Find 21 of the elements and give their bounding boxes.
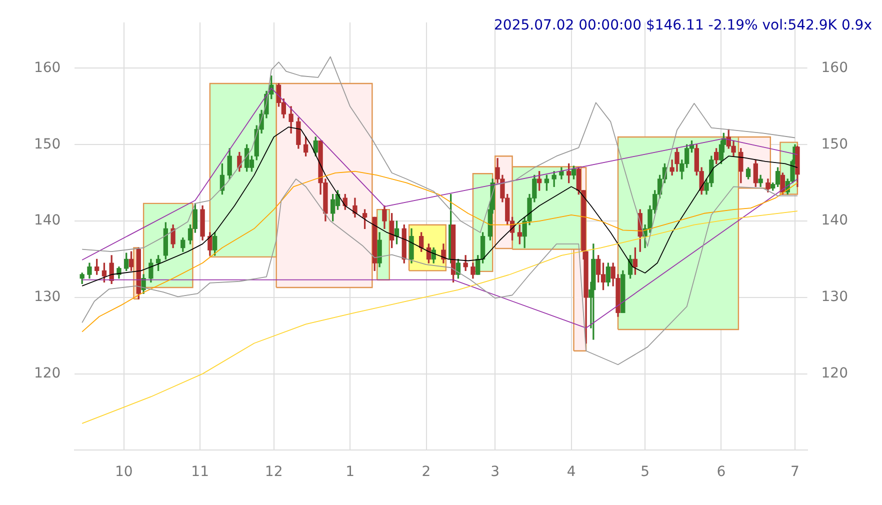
- x-tick-label: 2: [422, 464, 431, 480]
- x-tick-label: 5: [640, 464, 650, 480]
- x-tick-label: 10: [114, 464, 133, 480]
- x-tick-label: 11: [191, 464, 210, 480]
- x-tick-label: 1: [346, 464, 355, 480]
- chart-title: 2025.07.02 00:00:00 $146.11 -2.19% vol:542.9K 0.9x: [494, 18, 872, 34]
- y-tick-label: 160: [34, 60, 61, 76]
- y2-tick-label: 160: [821, 60, 848, 76]
- y2-tick-label: 140: [821, 212, 848, 229]
- y-tick-label: 150: [34, 136, 61, 152]
- y2-tick-label: 130: [821, 289, 848, 306]
- x-tick-label: 4: [566, 464, 576, 480]
- y-tick-label: 140: [34, 212, 61, 229]
- y-tick-label: 130: [34, 289, 61, 306]
- x-tick-label: 12: [264, 464, 283, 480]
- x-tick-label: 7: [790, 464, 800, 480]
- x-tick-label: 3: [490, 464, 500, 480]
- y-tick-label: 120: [34, 365, 61, 382]
- y2-tick-label: 150: [821, 136, 848, 152]
- y2-tick-label: 120: [821, 365, 848, 382]
- x-tick-label: 6: [716, 464, 726, 480]
